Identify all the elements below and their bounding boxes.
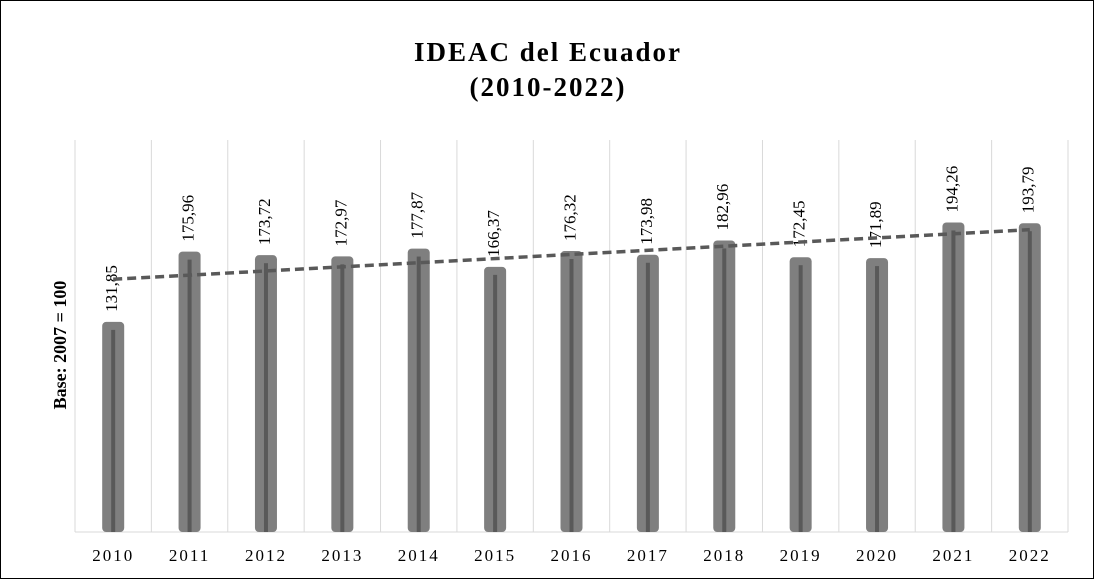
- value-label: 177,87: [408, 191, 427, 238]
- value-label: 193,79: [1019, 166, 1038, 213]
- value-label: 194,26: [942, 166, 961, 213]
- trend-line: [113, 227, 1030, 281]
- chart-title: IDEAC del Ecuador: [414, 37, 682, 67]
- value-label: 182,96: [713, 184, 732, 231]
- value-label: 172,45: [790, 200, 809, 247]
- bar-core: [569, 259, 574, 532]
- value-label: 171,89: [866, 201, 885, 248]
- bar-core: [340, 264, 345, 532]
- bar-core: [187, 259, 192, 532]
- bar-core: [1027, 231, 1032, 533]
- value-label: 131,85: [102, 265, 121, 312]
- value-label: 173,98: [637, 198, 656, 245]
- x-tick-label: 2022: [1009, 546, 1051, 565]
- x-tick-label: 2016: [551, 546, 593, 565]
- chart-subtitle: (2010-2022): [470, 72, 627, 102]
- x-tick-label: 2018: [703, 546, 745, 565]
- x-tick-label: 2012: [245, 546, 287, 565]
- bar-core: [798, 265, 803, 532]
- x-tick-label: 2015: [474, 546, 516, 565]
- value-label: 166,37: [484, 210, 503, 257]
- value-label: 175,96: [178, 195, 197, 242]
- bar-core: [416, 256, 421, 532]
- y-axis-label: Base: 2007 = 100: [50, 281, 70, 410]
- x-tick-label: 2014: [398, 546, 440, 565]
- x-tick-label: 2019: [780, 546, 822, 565]
- value-label: 172,97: [331, 199, 350, 246]
- x-tick-label: 2021: [932, 546, 974, 565]
- bar-core: [722, 248, 727, 532]
- value-label: 173,72: [255, 198, 274, 245]
- bar-core: [645, 262, 650, 532]
- bar-core: [875, 266, 880, 532]
- bar-core: [111, 329, 116, 532]
- x-tick-label: 2020: [856, 546, 898, 565]
- x-tick-label: 2013: [321, 546, 363, 565]
- bar-core: [493, 274, 498, 532]
- x-tick-label: 2010: [92, 546, 134, 565]
- bar-core: [263, 263, 268, 532]
- x-tick-label: 2017: [627, 546, 669, 565]
- value-label: 176,32: [560, 194, 579, 241]
- bar-core: [951, 230, 956, 532]
- x-tick-label: 2011: [169, 546, 210, 565]
